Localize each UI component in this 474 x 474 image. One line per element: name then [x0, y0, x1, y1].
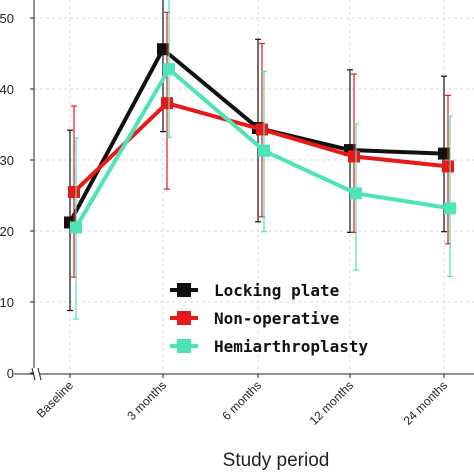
x-tick-labels: Baseline 3 months 6 months 12 months 24 mont… [34, 374, 450, 428]
y-tick-label: 30 [0, 153, 14, 168]
data-point [161, 97, 173, 110]
x-tick-label: 24 months [401, 378, 451, 428]
legend: Locking plate Non-operative Hemiarthroplas… [170, 281, 368, 356]
legend-marker [177, 283, 191, 297]
legend-label: Non-operative [214, 309, 339, 328]
data-point [444, 202, 456, 215]
data-point [68, 185, 80, 198]
data-point [70, 221, 82, 234]
break-gap [33, 368, 40, 380]
y-tick-label: 20 [0, 224, 14, 239]
axes [14, 0, 474, 381]
x-axis-break-mark [31, 367, 42, 381]
break-slash [37, 367, 42, 381]
x-tick-label: 6 months [219, 378, 264, 423]
series-locking-plate [64, 0, 450, 312]
x-tick-label: 12 months [307, 378, 357, 428]
data-point [438, 147, 450, 160]
legend-marker [177, 311, 191, 325]
y-tick-label: 50 [0, 11, 14, 26]
y-tick-label: 10 [0, 295, 14, 310]
data-point [256, 123, 268, 136]
legend-label: Hemiarthroplasty [214, 337, 368, 356]
data-point [348, 150, 360, 163]
legend-label: Locking plate [214, 281, 339, 300]
legend-item: Hemiarthroplasty [170, 337, 368, 356]
x-tick-label: Baseline [34, 378, 77, 421]
y-tick-labels: 0 10 20 30 40 50 [0, 11, 34, 381]
break-slash [31, 367, 36, 381]
series [64, 0, 456, 320]
data-point [350, 187, 362, 200]
data-point [157, 43, 169, 56]
data-point [163, 63, 175, 76]
legend-item: Locking plate [170, 281, 339, 300]
series-hemiarthroplasty [70, 0, 456, 320]
x-axis-title: Study period [223, 450, 330, 471]
data-point [258, 144, 270, 157]
y-tick-label: 0 [7, 366, 14, 381]
legend-item: Non-operative [170, 309, 339, 328]
x-tick-label: 3 months [124, 378, 169, 423]
data-point [442, 160, 454, 173]
y-tick-label: 40 [0, 82, 14, 97]
series-non-operative [68, 11, 454, 278]
legend-marker [177, 339, 191, 353]
